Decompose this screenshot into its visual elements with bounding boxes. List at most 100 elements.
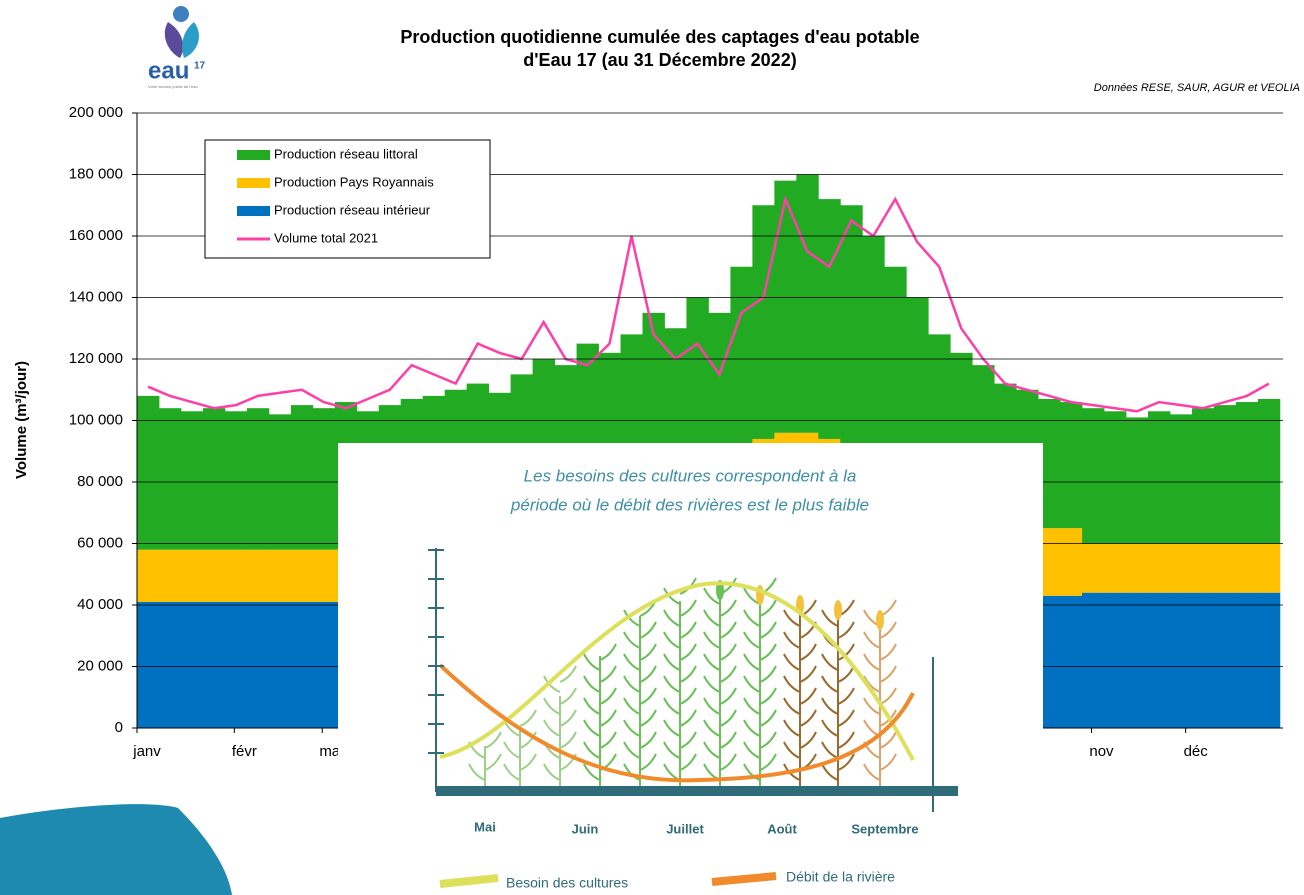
plant-leaf — [743, 709, 777, 737]
plant-leaf — [543, 665, 577, 693]
logo-shape — [164, 22, 184, 58]
bar — [246, 549, 270, 602]
inset-legend-swatch — [439, 874, 499, 888]
plants — [468, 577, 897, 786]
source-note: Données RESE, SAUR, AGUR et VEOLIA — [1094, 82, 1300, 94]
logo-tagline: Votre service public de l'eau — [148, 84, 198, 89]
bar — [268, 601, 292, 728]
bar — [246, 408, 270, 550]
y-tick-label: 100 000 — [69, 411, 123, 428]
plant-leaf — [783, 687, 817, 715]
y-axis-label: Volume (m³/jour) — [13, 361, 30, 479]
bar — [246, 601, 270, 728]
bar — [137, 549, 160, 602]
plant-leaf — [743, 731, 777, 759]
inset-title: Les besoins des cultures correspondent à… — [524, 466, 857, 485]
bar — [158, 601, 182, 728]
bar — [1082, 592, 1105, 728]
plant-leaf — [743, 687, 777, 715]
bar — [708, 312, 731, 458]
plant-leaf — [863, 643, 897, 671]
bar — [1147, 411, 1171, 544]
bar — [1038, 398, 1061, 529]
logo-shape — [182, 22, 199, 58]
plant-leaf — [743, 643, 777, 671]
inset: Les besoins des cultures correspondent à… — [338, 443, 1043, 895]
legend-swatch — [237, 150, 270, 160]
inset-legend-label: Débit de la rivière — [786, 869, 895, 885]
plant-leaf — [623, 687, 657, 715]
inset-ground — [436, 786, 958, 796]
legend-swatch — [237, 178, 270, 188]
plant-leaf — [583, 665, 617, 693]
bar — [774, 180, 797, 433]
bar — [1191, 543, 1215, 593]
bar — [1235, 543, 1259, 593]
plant-leaf — [703, 621, 737, 649]
bar — [1213, 543, 1237, 593]
bar — [224, 601, 248, 728]
bar — [290, 601, 314, 728]
bar — [1038, 595, 1061, 728]
plant-leaf — [623, 643, 657, 671]
month-label: Septembre — [851, 821, 918, 836]
plant-leaf — [821, 753, 855, 781]
y-tick-label: 0 — [115, 719, 123, 736]
plant-leaf — [863, 753, 897, 781]
logo-head — [173, 6, 189, 22]
bar — [1147, 592, 1171, 728]
bar — [224, 549, 248, 602]
plant-leaf — [863, 665, 897, 693]
plant-leaf — [703, 709, 737, 737]
month-label: Juillet — [666, 821, 704, 836]
bar — [1257, 398, 1281, 544]
y-tick-label: 180 000 — [69, 165, 123, 182]
plant-leaf — [663, 687, 697, 715]
plant-leaf — [863, 621, 897, 649]
plant-ear — [876, 610, 884, 630]
plant-leaf — [663, 731, 697, 759]
bar — [1104, 411, 1127, 544]
bar — [1213, 592, 1237, 728]
bar — [884, 266, 907, 470]
bar — [1126, 592, 1149, 728]
plant-leaf — [703, 665, 737, 693]
logo-text: eau — [148, 57, 189, 84]
y-tick-label: 20 000 — [77, 657, 123, 674]
y-tick-label: 120 000 — [69, 350, 123, 367]
plant-leaf — [503, 753, 537, 781]
bar — [268, 549, 292, 602]
plant-leaf — [503, 731, 537, 759]
bar — [137, 395, 160, 550]
bar — [290, 549, 314, 602]
bar — [224, 411, 248, 550]
bar — [1060, 528, 1083, 596]
plant-leaf — [663, 643, 697, 671]
y-tick-label: 40 000 — [77, 596, 123, 613]
inset-panel — [338, 443, 1043, 895]
bar — [1257, 592, 1281, 728]
y-tick-label: 80 000 — [77, 473, 123, 490]
plant-leaf — [623, 665, 657, 693]
bar — [180, 411, 204, 550]
plant-leaf — [743, 621, 777, 649]
bar — [1235, 592, 1259, 728]
month-label: Juin — [572, 821, 599, 836]
plant-leaf — [821, 643, 855, 671]
bar — [1147, 543, 1171, 593]
bar — [1060, 595, 1083, 728]
plant-leaf — [663, 665, 697, 693]
bar — [1038, 528, 1061, 596]
plant-leaf — [663, 621, 697, 649]
plant-leaf — [783, 665, 817, 693]
plant-leaf — [783, 731, 817, 759]
bar — [290, 405, 314, 550]
crop-need-curve — [439, 581, 915, 761]
bar — [1169, 414, 1193, 544]
legend-label: Production Pays Royannais — [274, 174, 434, 189]
plant-leaf — [468, 753, 502, 781]
plant-leaf — [583, 643, 617, 671]
bar — [202, 408, 226, 550]
